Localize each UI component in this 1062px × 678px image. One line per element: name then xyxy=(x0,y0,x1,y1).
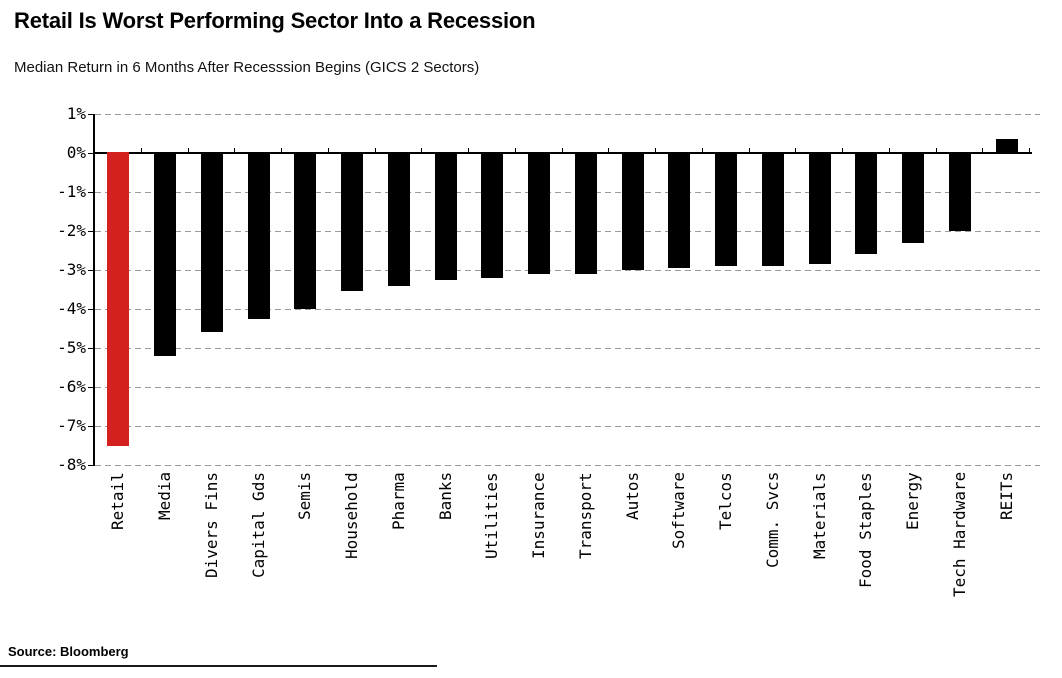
x-axis-tick-mark xyxy=(327,148,329,153)
gridline xyxy=(95,348,1040,349)
bar-utilities xyxy=(481,152,504,278)
bar-telcos xyxy=(715,152,738,267)
gridline xyxy=(95,387,1040,388)
x-axis-tick-mark xyxy=(982,148,984,153)
x-axis-tick-mark xyxy=(514,148,516,153)
gridline xyxy=(95,231,1040,232)
y-axis-tick-label: -1% xyxy=(57,182,86,201)
x-axis-tick-mark xyxy=(140,148,142,153)
y-axis-tick-label: 1% xyxy=(66,104,86,123)
bar-energy xyxy=(902,152,925,243)
source-label: Source: Bloomberg xyxy=(8,644,129,659)
x-axis-tick-mark xyxy=(842,148,843,153)
x-axis-label-transport: Transport xyxy=(575,472,595,559)
bottom-divider xyxy=(0,665,437,667)
gridline xyxy=(95,465,1040,466)
x-axis-tick-mark xyxy=(888,148,890,153)
bar-divers-fins xyxy=(200,152,223,333)
x-axis-tick-mark xyxy=(748,148,750,153)
x-axis-tick-mark xyxy=(374,148,376,153)
bar-comm-svcs xyxy=(761,152,784,267)
x-axis-tick-mark xyxy=(701,148,703,153)
chart-title: Retail Is Worst Performing Sector Into a… xyxy=(14,8,536,33)
bar-banks xyxy=(434,152,457,280)
x-axis-tick-mark xyxy=(1029,148,1030,153)
x-axis-label-telcos: Telcos xyxy=(716,472,736,530)
x-axis-label-materials: Materials xyxy=(809,472,829,559)
x-axis-label-banks: Banks xyxy=(435,472,455,521)
bar-food-staples xyxy=(855,152,878,255)
x-axis-zero-line xyxy=(95,152,1032,154)
x-axis-tick-mark xyxy=(421,148,423,153)
y-axis-tick-mark xyxy=(88,230,95,232)
bar-pharma xyxy=(387,152,410,286)
x-axis-label-reits: REITs xyxy=(996,472,1016,521)
y-axis-tick-label: -4% xyxy=(57,299,86,318)
bar-semis xyxy=(294,152,317,309)
y-axis-tick-mark xyxy=(88,386,95,388)
y-axis-tick-label: -7% xyxy=(57,416,86,435)
bar-reits xyxy=(995,139,1018,154)
x-axis-tick-mark xyxy=(935,148,937,153)
bar-materials xyxy=(808,152,831,265)
y-axis-tick-label: 0% xyxy=(66,143,86,162)
y-axis-tick-label: -3% xyxy=(57,260,86,279)
x-axis-label-capital-gds: Capital Gds xyxy=(248,472,268,578)
x-axis-label-food-staples: Food Staples xyxy=(856,472,876,588)
y-axis-line xyxy=(93,114,95,465)
bar-chart-plot-area: 1% 0% -1% -2% -3% -4% -5% -6% -7% -8% Retail Media D… xyxy=(0,104,1062,644)
y-axis-tick-mark xyxy=(88,425,95,427)
bar-insurance xyxy=(528,152,551,274)
y-axis-tick-label: -6% xyxy=(57,377,86,396)
bar-retail xyxy=(107,152,130,446)
x-axis-label-pharma: Pharma xyxy=(388,472,408,530)
gridline xyxy=(95,192,1040,193)
x-axis-label-divers-fins: Divers Fins xyxy=(201,472,221,578)
gridline xyxy=(95,270,1040,271)
x-axis-label-software: Software xyxy=(669,472,689,550)
y-axis-tick-mark xyxy=(88,113,95,115)
y-axis-tick-mark xyxy=(88,152,95,154)
y-axis-tick-mark xyxy=(88,464,95,466)
x-axis-label-energy: Energy xyxy=(903,472,923,530)
y-axis-tick-mark xyxy=(88,191,95,193)
x-axis-tick-mark xyxy=(187,148,189,153)
x-axis-tick-mark xyxy=(234,148,236,153)
bar-capital-gds xyxy=(247,152,270,319)
x-axis-tick-mark xyxy=(281,148,282,153)
x-axis-tick-mark xyxy=(795,148,797,153)
x-axis-label-household: Household xyxy=(342,472,362,559)
bar-software xyxy=(668,152,691,269)
gridline xyxy=(95,426,1040,427)
x-axis-label-comm-svcs: Comm. Svcs xyxy=(762,472,782,569)
bar-media xyxy=(154,152,177,356)
x-axis-tick-mark xyxy=(608,148,610,153)
x-axis-tick-mark xyxy=(468,148,469,153)
y-axis-tick-mark xyxy=(88,347,95,349)
x-axis-label-media: Media xyxy=(155,472,175,521)
y-axis-tick-label: -2% xyxy=(57,221,86,240)
chart-subtitle: Median Return in 6 Months After Recesssi… xyxy=(14,59,480,76)
x-axis-tick-mark xyxy=(561,148,563,153)
x-axis-label-retail: Retail xyxy=(108,472,128,530)
x-axis-tick-mark xyxy=(655,148,656,153)
bar-transport xyxy=(574,152,597,274)
y-axis-tick-mark xyxy=(88,269,95,271)
y-axis-tick-mark xyxy=(88,308,95,310)
bar-autos xyxy=(621,152,644,270)
gridline xyxy=(95,114,1040,115)
x-axis-label-insurance: Insurance xyxy=(529,472,549,559)
gridline xyxy=(95,309,1040,310)
x-axis-label-tech-hardware: Tech Hardware xyxy=(949,472,969,598)
bar-household xyxy=(341,152,364,292)
bar-tech-hardware xyxy=(948,152,971,231)
x-axis-label-autos: Autos xyxy=(622,472,642,521)
y-axis-tick-label: -5% xyxy=(57,338,86,357)
y-axis-tick-label: -8% xyxy=(57,455,86,474)
x-axis-label-semis: Semis xyxy=(295,472,315,521)
x-axis-label-utilities: Utilities xyxy=(482,472,502,559)
